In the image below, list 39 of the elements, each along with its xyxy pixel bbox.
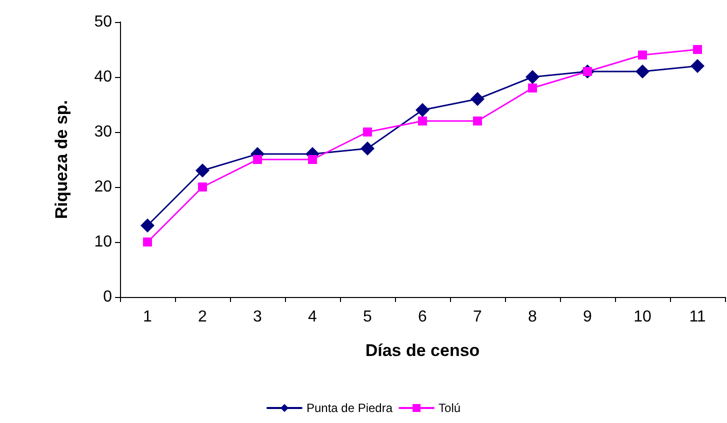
point bbox=[363, 128, 372, 136]
point bbox=[470, 92, 484, 106]
point bbox=[416, 103, 430, 117]
point bbox=[360, 142, 374, 156]
x-tick-label: 9 bbox=[583, 308, 592, 326]
point bbox=[473, 116, 482, 126]
point bbox=[528, 84, 537, 92]
y-tick-label: 40 bbox=[94, 68, 112, 86]
point bbox=[143, 238, 152, 246]
y-tick-label: 50 bbox=[94, 14, 112, 30]
legend-label: Punta de Piedra bbox=[306, 401, 393, 415]
y-tick-label: 0 bbox=[103, 288, 112, 306]
x-tick-label: 2 bbox=[198, 308, 208, 326]
x-tick-label: 8 bbox=[528, 308, 538, 326]
point bbox=[690, 59, 704, 73]
legend-label: Tolú bbox=[438, 401, 461, 415]
point bbox=[418, 116, 427, 126]
point bbox=[196, 164, 210, 178]
point bbox=[308, 155, 317, 164]
y-tick-label: 30 bbox=[94, 124, 112, 140]
x-tick-label: 7 bbox=[473, 308, 482, 326]
x-tick-label: 5 bbox=[363, 308, 372, 326]
x-tick-label: 6 bbox=[418, 308, 428, 326]
x-tick-label: 4 bbox=[308, 308, 318, 326]
x-tick-label: 1 bbox=[143, 308, 152, 326]
y-tick-label: 20 bbox=[94, 178, 112, 196]
point bbox=[636, 64, 650, 78]
point bbox=[198, 182, 207, 192]
point bbox=[693, 45, 702, 54]
point bbox=[526, 70, 540, 84]
x-tick-label: 11 bbox=[689, 308, 706, 326]
point bbox=[140, 218, 154, 232]
point bbox=[638, 50, 647, 60]
y-tick-label: 10 bbox=[94, 234, 112, 250]
x-axis-title: Días de censo bbox=[365, 341, 480, 360]
point bbox=[253, 155, 262, 164]
y-axis-title: Riqueza de sp. bbox=[52, 100, 71, 220]
x-tick-label: 3 bbox=[253, 308, 262, 326]
x-tick-label: 10 bbox=[634, 308, 652, 326]
